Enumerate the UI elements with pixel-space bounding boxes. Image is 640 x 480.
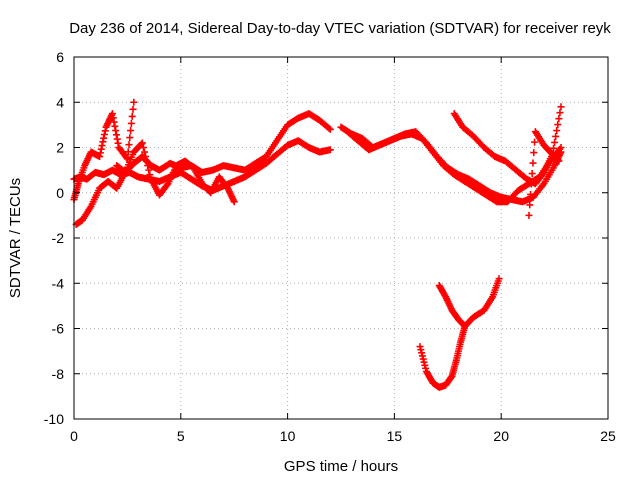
y-tick-label: 4 bbox=[56, 94, 64, 110]
data-point bbox=[557, 103, 565, 111]
y-tick-label: 0 bbox=[56, 185, 64, 201]
data-point bbox=[230, 198, 238, 206]
y-tick-label: -4 bbox=[52, 275, 65, 291]
y-tick-label: -6 bbox=[52, 321, 65, 337]
x-tick-label: 5 bbox=[177, 428, 185, 444]
data-point bbox=[325, 124, 333, 132]
data-point bbox=[100, 130, 108, 138]
y-tick-label: -8 bbox=[52, 366, 65, 382]
data-point bbox=[554, 121, 562, 129]
series-track-9 bbox=[416, 322, 469, 391]
x-tick-label: 15 bbox=[387, 428, 403, 444]
series-track-8 bbox=[525, 128, 563, 219]
data-point bbox=[555, 115, 563, 123]
data-point bbox=[495, 275, 503, 283]
series-track-7 bbox=[450, 103, 565, 188]
data-point bbox=[145, 166, 153, 174]
data-point bbox=[528, 170, 536, 178]
series-track-3 bbox=[72, 139, 238, 228]
data-point bbox=[112, 127, 120, 135]
data-point bbox=[128, 112, 136, 120]
data-point bbox=[527, 180, 535, 188]
data-point bbox=[100, 134, 108, 142]
data-point bbox=[109, 114, 117, 122]
x-axis-label: GPS time / hours bbox=[284, 458, 398, 475]
data-point bbox=[326, 146, 334, 154]
series-track-10 bbox=[435, 275, 503, 330]
data-point bbox=[539, 170, 547, 178]
data-point bbox=[527, 190, 535, 198]
y-tick-label: -10 bbox=[44, 411, 64, 427]
data-point bbox=[551, 138, 559, 146]
data-point bbox=[127, 127, 135, 135]
data-point bbox=[97, 145, 105, 153]
y-tick-label: -2 bbox=[52, 230, 65, 246]
x-tick-label: 0 bbox=[70, 428, 78, 444]
data-point bbox=[96, 153, 104, 161]
grid-lines bbox=[74, 57, 608, 419]
data-point bbox=[125, 141, 133, 149]
data-point bbox=[526, 201, 534, 209]
x-tick-label: 20 bbox=[493, 428, 509, 444]
data-point bbox=[108, 110, 116, 118]
data-point bbox=[530, 149, 538, 157]
data-point bbox=[326, 125, 334, 133]
data-point bbox=[112, 131, 120, 139]
y-axis-ticks: -10 -8 -6 -4 -2 0 2 4 6 bbox=[44, 49, 608, 427]
series-track-4 bbox=[113, 110, 334, 176]
data-point bbox=[130, 98, 138, 106]
data-point bbox=[127, 119, 135, 127]
data-point bbox=[146, 171, 154, 179]
data-point bbox=[101, 127, 109, 135]
data-point bbox=[550, 144, 558, 152]
data-point bbox=[98, 142, 106, 150]
data-point bbox=[140, 148, 148, 156]
data-point bbox=[114, 139, 122, 147]
data-point bbox=[111, 122, 119, 130]
data-point bbox=[531, 138, 539, 146]
x-axis-ticks: 0 5 10 15 20 25 bbox=[70, 57, 616, 444]
data-point bbox=[555, 157, 563, 165]
data-point bbox=[99, 138, 107, 146]
data-point bbox=[554, 156, 562, 164]
data-point bbox=[163, 181, 171, 189]
y-tick-label: 6 bbox=[56, 49, 64, 65]
x-tick-label: 10 bbox=[280, 428, 296, 444]
data-point bbox=[126, 134, 134, 142]
data-point bbox=[525, 211, 533, 219]
chart-title: Day 236 of 2014, Sidereal Day-to-day VTE… bbox=[69, 20, 611, 37]
data-point bbox=[139, 144, 147, 151]
data-point bbox=[529, 159, 537, 167]
x-tick-label: 25 bbox=[600, 428, 616, 444]
data-point bbox=[96, 149, 104, 157]
data-point bbox=[138, 139, 146, 147]
data-point bbox=[553, 127, 561, 135]
y-tick-label: 2 bbox=[56, 140, 64, 156]
data-point bbox=[556, 109, 564, 117]
y-axis-label: SDTVAR / TECUs bbox=[7, 178, 24, 298]
data-points bbox=[70, 98, 565, 391]
data-point bbox=[113, 135, 121, 143]
data-point bbox=[557, 144, 565, 151]
data-point bbox=[552, 132, 560, 140]
data-point bbox=[110, 118, 118, 126]
data-point bbox=[129, 105, 137, 113]
